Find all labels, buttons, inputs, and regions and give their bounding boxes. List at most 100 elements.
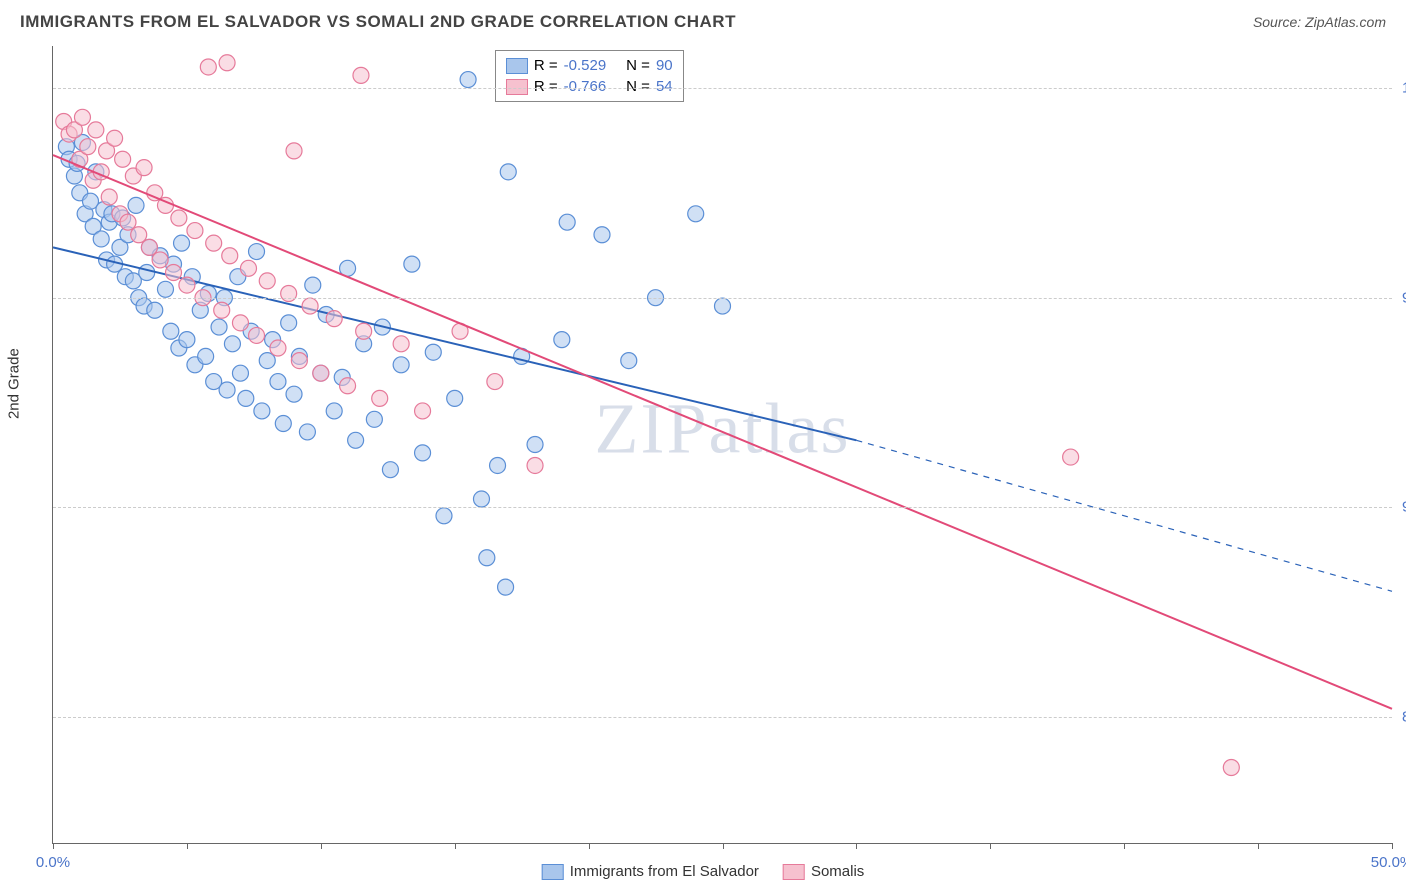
x-tick-label: 50.0% — [1371, 854, 1406, 871]
x-tick — [856, 843, 857, 849]
data-point — [259, 273, 275, 289]
x-tick-label: 0.0% — [36, 854, 70, 871]
data-point — [715, 298, 731, 314]
y-tick-label: 100.0% — [1402, 79, 1406, 96]
x-tick — [53, 843, 54, 849]
source-attribution: Source: ZipAtlas.com — [1253, 14, 1386, 30]
data-point — [500, 164, 516, 180]
legend-n-value: 54 — [656, 78, 673, 95]
legend-swatch — [783, 864, 805, 880]
data-point — [340, 378, 356, 394]
data-point — [393, 336, 409, 352]
data-point — [211, 319, 227, 335]
legend-item: Immigrants from El Salvador — [542, 863, 759, 880]
data-point — [353, 67, 369, 83]
source-value: ZipAtlas.com — [1305, 14, 1386, 30]
legend-row: R =-0.766N =54 — [506, 76, 673, 97]
y-tick-label: 90.0% — [1402, 499, 1406, 516]
data-point — [139, 265, 155, 281]
data-point — [171, 210, 187, 226]
data-point — [219, 55, 235, 71]
legend-label: Somalis — [811, 863, 864, 880]
gridline — [53, 298, 1392, 299]
trend-line — [53, 155, 1392, 709]
data-point — [393, 357, 409, 373]
data-point — [275, 416, 291, 432]
data-point — [281, 285, 297, 301]
data-point — [326, 311, 342, 327]
x-tick — [1124, 843, 1125, 849]
legend-swatch — [506, 79, 528, 95]
data-point — [232, 315, 248, 331]
data-point — [286, 143, 302, 159]
legend-n-label: N = — [626, 78, 650, 95]
y-tick-label: 85.0% — [1402, 709, 1406, 726]
data-point — [487, 374, 503, 390]
data-point — [372, 390, 388, 406]
data-point — [688, 206, 704, 222]
data-point — [147, 302, 163, 318]
legend-swatch — [506, 58, 528, 74]
data-point — [594, 227, 610, 243]
data-point — [527, 457, 543, 473]
data-point — [136, 160, 152, 176]
data-point — [299, 424, 315, 440]
legend-item: Somalis — [783, 863, 864, 880]
x-tick — [723, 843, 724, 849]
data-point — [93, 231, 109, 247]
data-point — [232, 365, 248, 381]
data-point — [224, 336, 240, 352]
x-tick — [1258, 843, 1259, 849]
legend-n-label: N = — [626, 57, 650, 74]
data-point — [313, 365, 329, 381]
data-point — [166, 265, 182, 281]
data-point — [128, 197, 144, 213]
data-point — [447, 390, 463, 406]
legend-r-value: -0.529 — [564, 57, 607, 74]
x-tick — [455, 843, 456, 849]
legend-row: R = -0.529 N = 90 — [506, 55, 673, 76]
data-point — [498, 579, 514, 595]
data-point — [74, 109, 90, 125]
legend-n-value: 90 — [656, 57, 673, 74]
x-tick — [589, 843, 590, 849]
data-point — [187, 223, 203, 239]
data-point — [115, 151, 131, 167]
data-point — [460, 72, 476, 88]
legend-r-label: R = — [534, 57, 558, 74]
data-point — [206, 235, 222, 251]
x-tick — [990, 843, 991, 849]
data-point — [404, 256, 420, 272]
legend-r-label: R = — [534, 78, 558, 95]
data-point — [425, 344, 441, 360]
data-point — [198, 348, 214, 364]
data-point — [80, 139, 96, 155]
data-point — [238, 390, 254, 406]
x-tick — [1392, 843, 1393, 849]
data-point — [479, 550, 495, 566]
data-point — [179, 277, 195, 293]
correlation-legend: R =-0.529N =90R =-0.766N =54 — [495, 50, 684, 102]
data-point — [174, 235, 190, 251]
y-tick-label: 95.0% — [1402, 289, 1406, 306]
gridline — [53, 88, 1392, 89]
data-point — [120, 214, 136, 230]
data-point — [554, 332, 570, 348]
data-point — [157, 281, 173, 297]
data-point — [222, 248, 238, 264]
data-point — [490, 457, 506, 473]
data-point — [281, 315, 297, 331]
data-point — [101, 189, 117, 205]
title-bar: IMMIGRANTS FROM EL SALVADOR VS SOMALI 2N… — [0, 0, 1406, 40]
data-point — [286, 386, 302, 402]
data-point — [259, 353, 275, 369]
data-point — [621, 353, 637, 369]
data-point — [240, 260, 256, 276]
data-point — [382, 462, 398, 478]
data-point — [305, 277, 321, 293]
series-legend: Immigrants from El Salvador Somalis — [542, 863, 865, 880]
data-point — [415, 403, 431, 419]
plot-svg — [53, 46, 1392, 843]
data-point — [436, 508, 452, 524]
data-point — [1063, 449, 1079, 465]
